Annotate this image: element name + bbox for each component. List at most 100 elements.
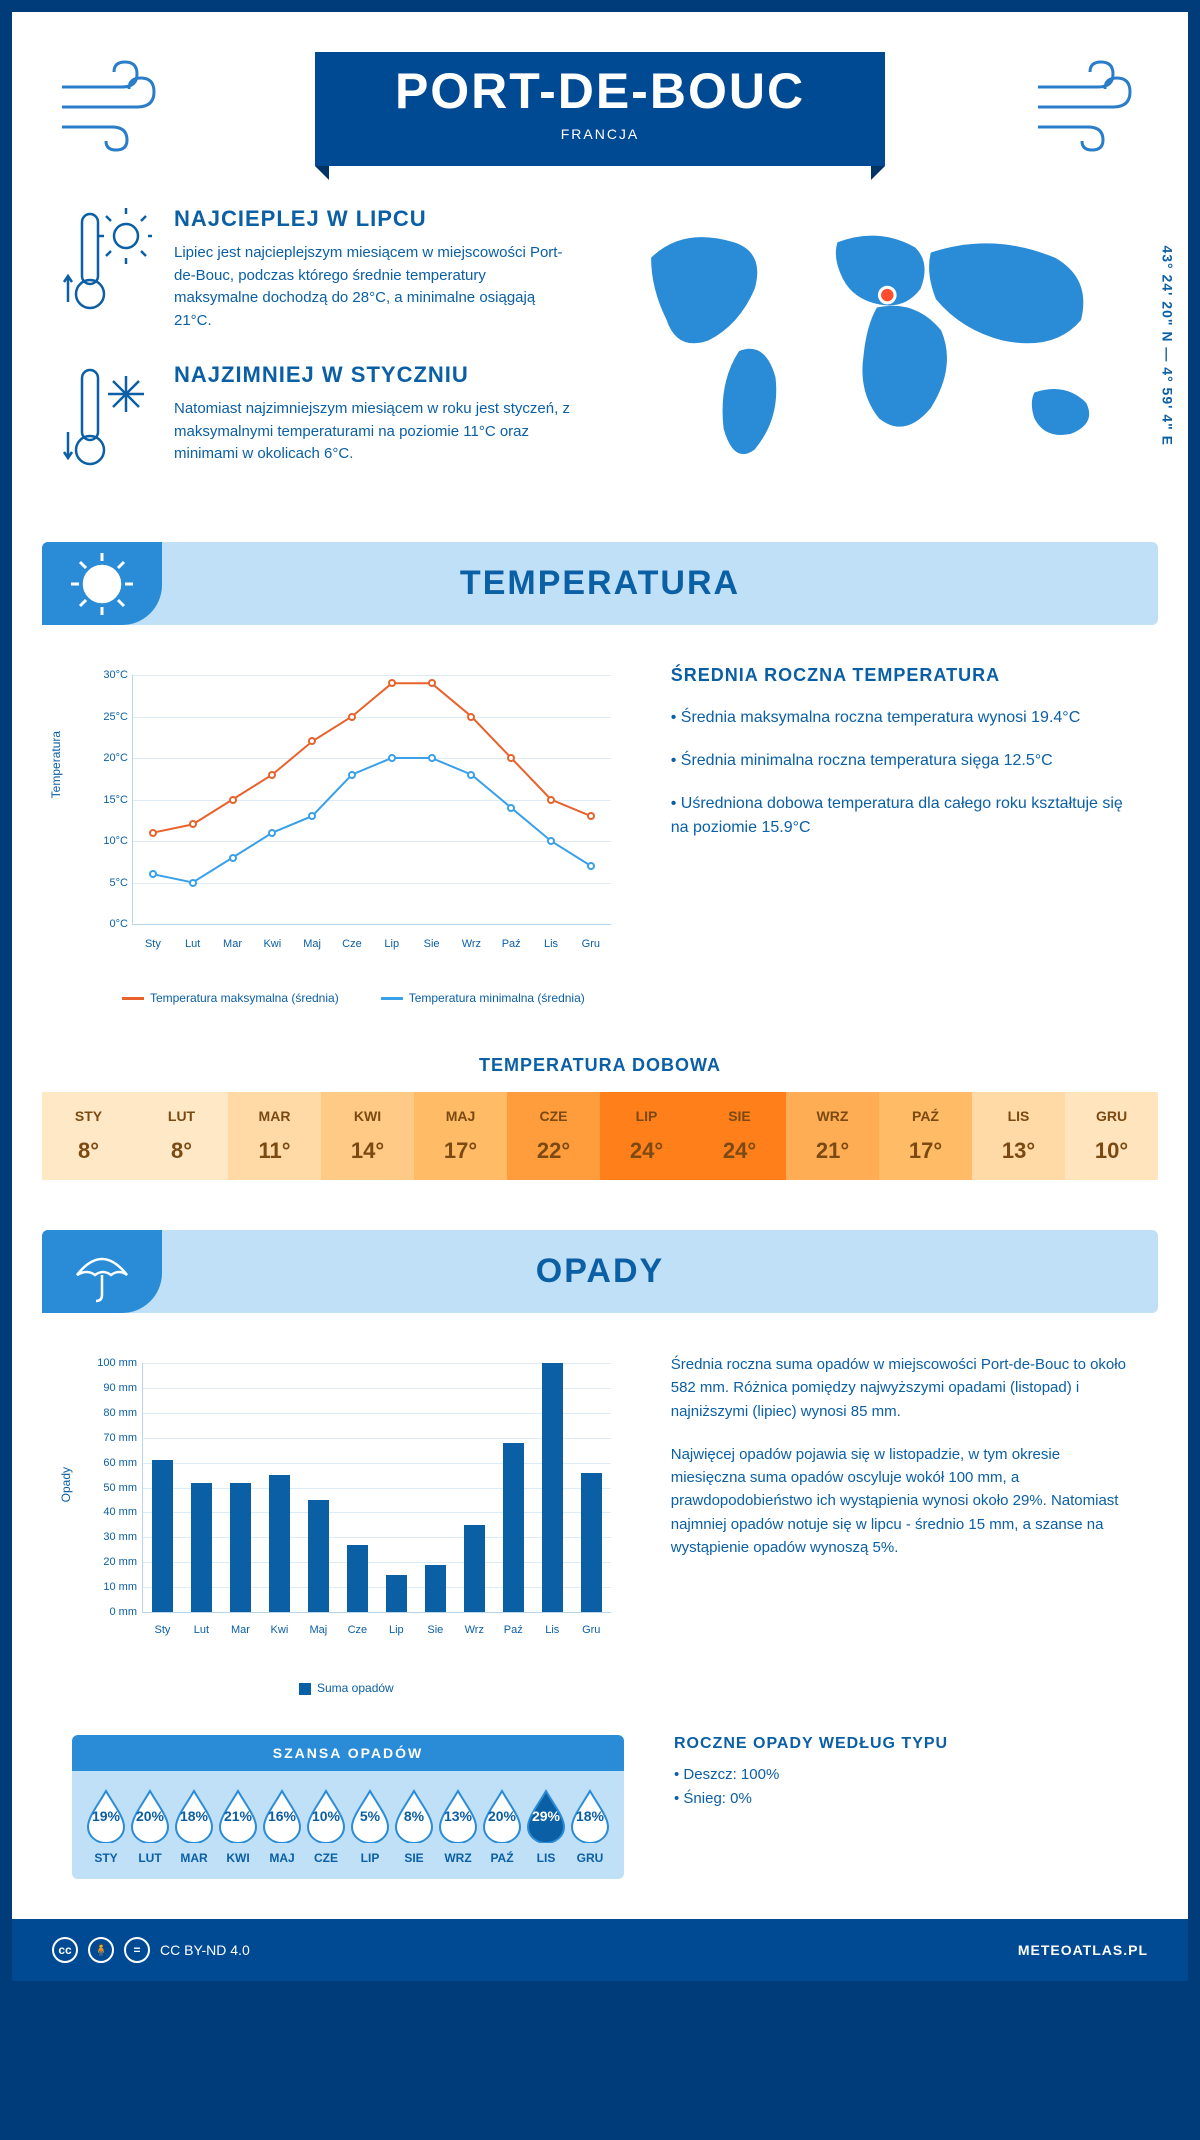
world-map-icon — [620, 206, 1138, 480]
sun-icon — [42, 542, 162, 625]
precip-bar — [152, 1460, 173, 1612]
precip-type-block: ROCZNE OPADY WEDŁUG TYPU • Deszcz: 100%•… — [674, 1735, 1128, 1811]
precip-chart-ylabel: Opady — [59, 1467, 73, 1502]
fact-hot: NAJCIEPLEJ W LIPCU Lipiec jest najcieple… — [62, 206, 580, 332]
fact-cold-text: Natomiast najzimniejszym miesiącem w rok… — [174, 398, 574, 466]
temp-chart-legend: Temperatura maksymalna (średnia)Temperat… — [72, 991, 621, 1005]
chance-cell: 8%SIE — [392, 1789, 436, 1865]
fact-cold: NAJZIMNIEJ W STYCZNIU Natomiast najzimni… — [62, 362, 580, 472]
intro-row: NAJCIEPLEJ W LIPCU Lipiec jest najcieple… — [12, 196, 1188, 542]
daily-cell: MAR11° — [228, 1092, 321, 1180]
precip-bar — [230, 1483, 251, 1612]
brand-text: METEOATLAS.PL — [1018, 1942, 1148, 1958]
precip-p2: Najwięcej opadów pojawia się w listopadz… — [671, 1443, 1128, 1559]
license-block: cc 🧍 = CC BY-ND 4.0 — [52, 1937, 250, 1963]
coordinates: 43° 24' 20" N — 4° 59' 4" E — [1160, 245, 1176, 446]
raindrop-icon: 21% — [216, 1789, 260, 1843]
precip-bar — [347, 1545, 368, 1612]
license-text: CC BY-ND 4.0 — [160, 1942, 250, 1958]
temp-bullet: • Uśredniona dobowa temperatura dla całe… — [671, 792, 1128, 842]
precip-type-line: • Śnieg: 0% — [674, 1787, 1128, 1811]
section-precip-title: OPADY — [536, 1252, 664, 1290]
thermometer-sun-icon — [62, 206, 152, 316]
daily-cell: LIS13° — [972, 1092, 1065, 1180]
temperature-summary: ŚREDNIA ROCZNA TEMPERATURA • Średnia mak… — [671, 665, 1128, 1005]
daily-temp-table: STY8°LUT8°MAR11°KWI14°MAJ17°CZE22°LIP24°… — [42, 1092, 1158, 1180]
fact-hot-title: NAJCIEPLEJ W LIPCU — [174, 206, 574, 232]
precip-bar — [308, 1500, 329, 1612]
precip-type-title: ROCZNE OPADY WEDŁUG TYPU — [674, 1735, 1128, 1753]
precip-type-line: • Deszcz: 100% — [674, 1763, 1128, 1787]
chance-and-type-row: SZANSA OPADÓW 19%STY20%LUT18%MAR21%KWI16… — [72, 1735, 1128, 1879]
page-title: PORT-DE-BOUC — [395, 62, 805, 120]
precip-bar — [386, 1575, 407, 1612]
precip-chart-legend: Suma opadów — [72, 1681, 621, 1695]
raindrop-icon: 18% — [568, 1789, 612, 1843]
nd-icon: = — [124, 1937, 150, 1963]
raindrop-icon: 16% — [260, 1789, 304, 1843]
temp-bullet: • Średnia minimalna roczna temperatura s… — [671, 749, 1128, 774]
page-subtitle: FRANCJA — [395, 126, 805, 142]
temp-bullet: • Średnia maksymalna roczna temperatura … — [671, 706, 1128, 731]
chance-cell: 16%MAJ — [260, 1789, 304, 1865]
daily-cell: KWI14° — [321, 1092, 414, 1180]
chance-cell: 13%WRZ — [436, 1789, 480, 1865]
raindrop-icon: 5% — [348, 1789, 392, 1843]
chance-cell: 21%KWI — [216, 1789, 260, 1865]
raindrop-icon: 19% — [84, 1789, 128, 1843]
title-banner: PORT-DE-BOUC FRANCJA — [315, 52, 885, 166]
daily-cell: SIE24° — [693, 1092, 786, 1180]
section-temp-title: TEMPERATURA — [460, 564, 740, 602]
raindrop-icon: 8% — [392, 1789, 436, 1843]
chance-cell: 20%PAŹ — [480, 1789, 524, 1865]
precip-bar — [581, 1473, 602, 1612]
footer: cc 🧍 = CC BY-ND 4.0 METEOATLAS.PL — [12, 1919, 1188, 1981]
precip-p1: Średnia roczna suma opadów w miejscowośc… — [671, 1353, 1128, 1423]
precip-bar — [191, 1483, 212, 1612]
raindrop-icon: 10% — [304, 1789, 348, 1843]
chance-title: SZANSA OPADÓW — [72, 1735, 624, 1771]
chance-cell: 10%CZE — [304, 1789, 348, 1865]
section-header-temperature: TEMPERATURA — [42, 542, 1158, 625]
wind-icon — [52, 52, 172, 152]
chance-cell: 19%STY — [84, 1789, 128, 1865]
daily-cell: CZE22° — [507, 1092, 600, 1180]
precip-body: Opady 0 mm10 mm20 mm30 mm40 mm50 mm60 mm… — [12, 1313, 1188, 1715]
precip-bar — [425, 1565, 446, 1612]
precip-bar — [464, 1525, 485, 1612]
facts-column: NAJCIEPLEJ W LIPCU Lipiec jest najcieple… — [62, 206, 580, 502]
section-header-precip: OPADY — [42, 1230, 1158, 1313]
precip-bar — [269, 1475, 290, 1612]
precip-bar — [542, 1363, 563, 1612]
fact-cold-title: NAJZIMNIEJ W STYCZNIU — [174, 362, 574, 388]
daily-temp-title: TEMPERATURA DOBOWA — [12, 1055, 1188, 1076]
daily-cell: WRZ21° — [786, 1092, 879, 1180]
precip-legend-text: Suma opadów — [317, 1681, 394, 1695]
wind-icon — [1028, 52, 1148, 152]
precip-bar-chart: Opady 0 mm10 mm20 mm30 mm40 mm50 mm60 mm… — [72, 1353, 621, 1695]
daily-cell: LUT8° — [135, 1092, 228, 1180]
raindrop-icon: 18% — [172, 1789, 216, 1843]
chance-cell: 5%LIP — [348, 1789, 392, 1865]
daily-cell: PAŹ17° — [879, 1092, 972, 1180]
raindrop-icon: 29% — [524, 1789, 568, 1843]
chance-cell: 29%LIS — [524, 1789, 568, 1865]
raindrop-icon: 20% — [128, 1789, 172, 1843]
header: PORT-DE-BOUC FRANCJA — [12, 12, 1188, 196]
temp-chart-ylabel: Temperatura — [49, 731, 63, 798]
raindrop-icon: 13% — [436, 1789, 480, 1843]
rain-chance-block: SZANSA OPADÓW 19%STY20%LUT18%MAR21%KWI16… — [72, 1735, 624, 1879]
cc-icon: cc — [52, 1937, 78, 1963]
thermometer-snow-icon — [62, 362, 152, 472]
temp-summary-title: ŚREDNIA ROCZNA TEMPERATURA — [671, 665, 1128, 686]
raindrop-icon: 20% — [480, 1789, 524, 1843]
daily-cell: MAJ17° — [414, 1092, 507, 1180]
fact-hot-text: Lipiec jest najcieplejszym miesiącem w m… — [174, 242, 574, 332]
by-icon: 🧍 — [88, 1937, 114, 1963]
page: PORT-DE-BOUC FRANCJA — [0, 0, 1200, 1993]
precip-bar — [503, 1443, 524, 1612]
daily-cell: GRU10° — [1065, 1092, 1158, 1180]
chance-cell: 20%LUT — [128, 1789, 172, 1865]
temperature-body: Temperatura 0°C5°C10°C15°C20°C25°C30°CSt… — [12, 625, 1188, 1025]
daily-cell: STY8° — [42, 1092, 135, 1180]
